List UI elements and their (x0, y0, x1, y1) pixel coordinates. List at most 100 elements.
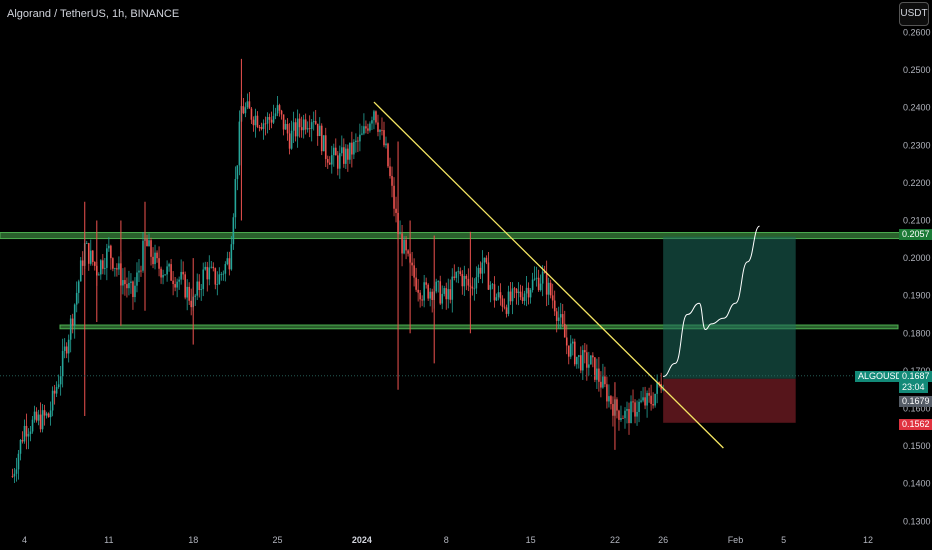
y-tick-label: 0.2500 (903, 65, 931, 75)
candle-body (571, 341, 574, 344)
currency-button[interactable]: USDT (899, 2, 929, 26)
candle-body (644, 397, 646, 406)
candle-body (363, 126, 365, 134)
candle-body (270, 119, 273, 123)
candle-body (104, 267, 106, 269)
candle-body (403, 239, 405, 254)
candle-body (35, 411, 38, 421)
zone-2[interactable] (59, 324, 899, 330)
candle-body (248, 101, 251, 109)
candle-body (473, 288, 476, 290)
candle-body (481, 262, 484, 274)
candle-body (419, 292, 421, 300)
candle-body (523, 293, 526, 301)
candle-body (150, 240, 152, 257)
candle-body (278, 105, 281, 111)
candle-body (604, 376, 606, 385)
candle-body (33, 411, 36, 420)
candle-body (459, 271, 462, 275)
trendline[interactable] (373, 101, 724, 449)
candle-body (224, 264, 227, 274)
y-tick-label: 0.1500 (903, 441, 931, 451)
candle-body (662, 389, 664, 391)
candle-body (79, 260, 82, 282)
long-position-tool[interactable] (663, 236, 796, 423)
candle-body (142, 240, 144, 271)
candle-body (59, 376, 62, 385)
candle-body (130, 281, 132, 283)
x-tick-label: 2024 (352, 535, 372, 545)
candle-body (198, 281, 201, 291)
candle-body (180, 271, 182, 280)
candle-body (306, 128, 309, 130)
candle-body (112, 258, 114, 269)
candle-body (477, 267, 480, 278)
candle-body (102, 260, 104, 269)
projection-path[interactable] (663, 225, 761, 378)
candle-body (77, 281, 80, 293)
candle-body (557, 317, 560, 321)
candle-body (182, 271, 184, 275)
stop-box[interactable] (663, 378, 796, 423)
candle-body (284, 123, 287, 130)
candle-body (290, 130, 293, 149)
candle-body (316, 123, 319, 137)
candle-body (160, 268, 162, 278)
candle-body (584, 350, 586, 353)
candle-body (204, 266, 207, 270)
candle-body (646, 393, 648, 406)
candle-body (578, 355, 580, 357)
candle-body (118, 263, 120, 270)
candle-body (214, 268, 217, 285)
candle-body (296, 118, 299, 137)
candle-body (140, 270, 142, 272)
drawing-overlays[interactable] (0, 101, 897, 449)
y-tick-label: 0.2400 (903, 103, 931, 113)
x-tick-label: 18 (188, 535, 198, 545)
candle-body (262, 123, 265, 129)
candle-body (63, 346, 66, 351)
price-axis[interactable]: 0.1300 0.1400 0.1500 0.1600 0.1700 0.1800 0.19… (903, 28, 931, 527)
candle-body (559, 314, 562, 318)
candle-body (441, 293, 444, 304)
candle-body (17, 453, 20, 470)
candle-body (218, 274, 221, 285)
target-box[interactable] (663, 236, 796, 379)
zone-1[interactable] (0, 232, 932, 240)
candle-body (391, 176, 393, 186)
candle-body (45, 413, 48, 416)
candle-body (602, 376, 604, 388)
candle-body (206, 266, 209, 280)
candle-body (399, 233, 401, 235)
candle-body (598, 368, 600, 382)
candle-body (652, 403, 654, 406)
candle-body (357, 140, 359, 142)
candle-body (19, 440, 22, 454)
candle-body (531, 279, 534, 291)
candle-body (152, 256, 154, 265)
candle-body (124, 280, 126, 285)
candle-body (455, 271, 458, 278)
candle-body (184, 274, 186, 298)
candle-body (596, 368, 598, 380)
candle-body (216, 284, 219, 285)
stop-price-tag: 0.1562 (899, 419, 932, 430)
candle-body (483, 257, 486, 263)
candle-body (288, 133, 291, 149)
candle-body (365, 126, 367, 129)
candle-body (413, 265, 415, 278)
candle-body (471, 286, 474, 289)
candle-body (612, 404, 614, 416)
candle-body (322, 135, 325, 152)
candle-body (632, 401, 634, 403)
candle-body (435, 281, 438, 292)
candle-body (642, 397, 644, 401)
candle-body (389, 166, 391, 177)
candle-body (29, 431, 32, 434)
candle-body (551, 295, 554, 301)
candle-body (453, 276, 456, 278)
time-axis[interactable]: 4 11 18 25 2024 8 15 22 26 Feb 5 12 (22, 535, 873, 545)
candle-body (517, 291, 520, 294)
candle-body (371, 120, 373, 124)
